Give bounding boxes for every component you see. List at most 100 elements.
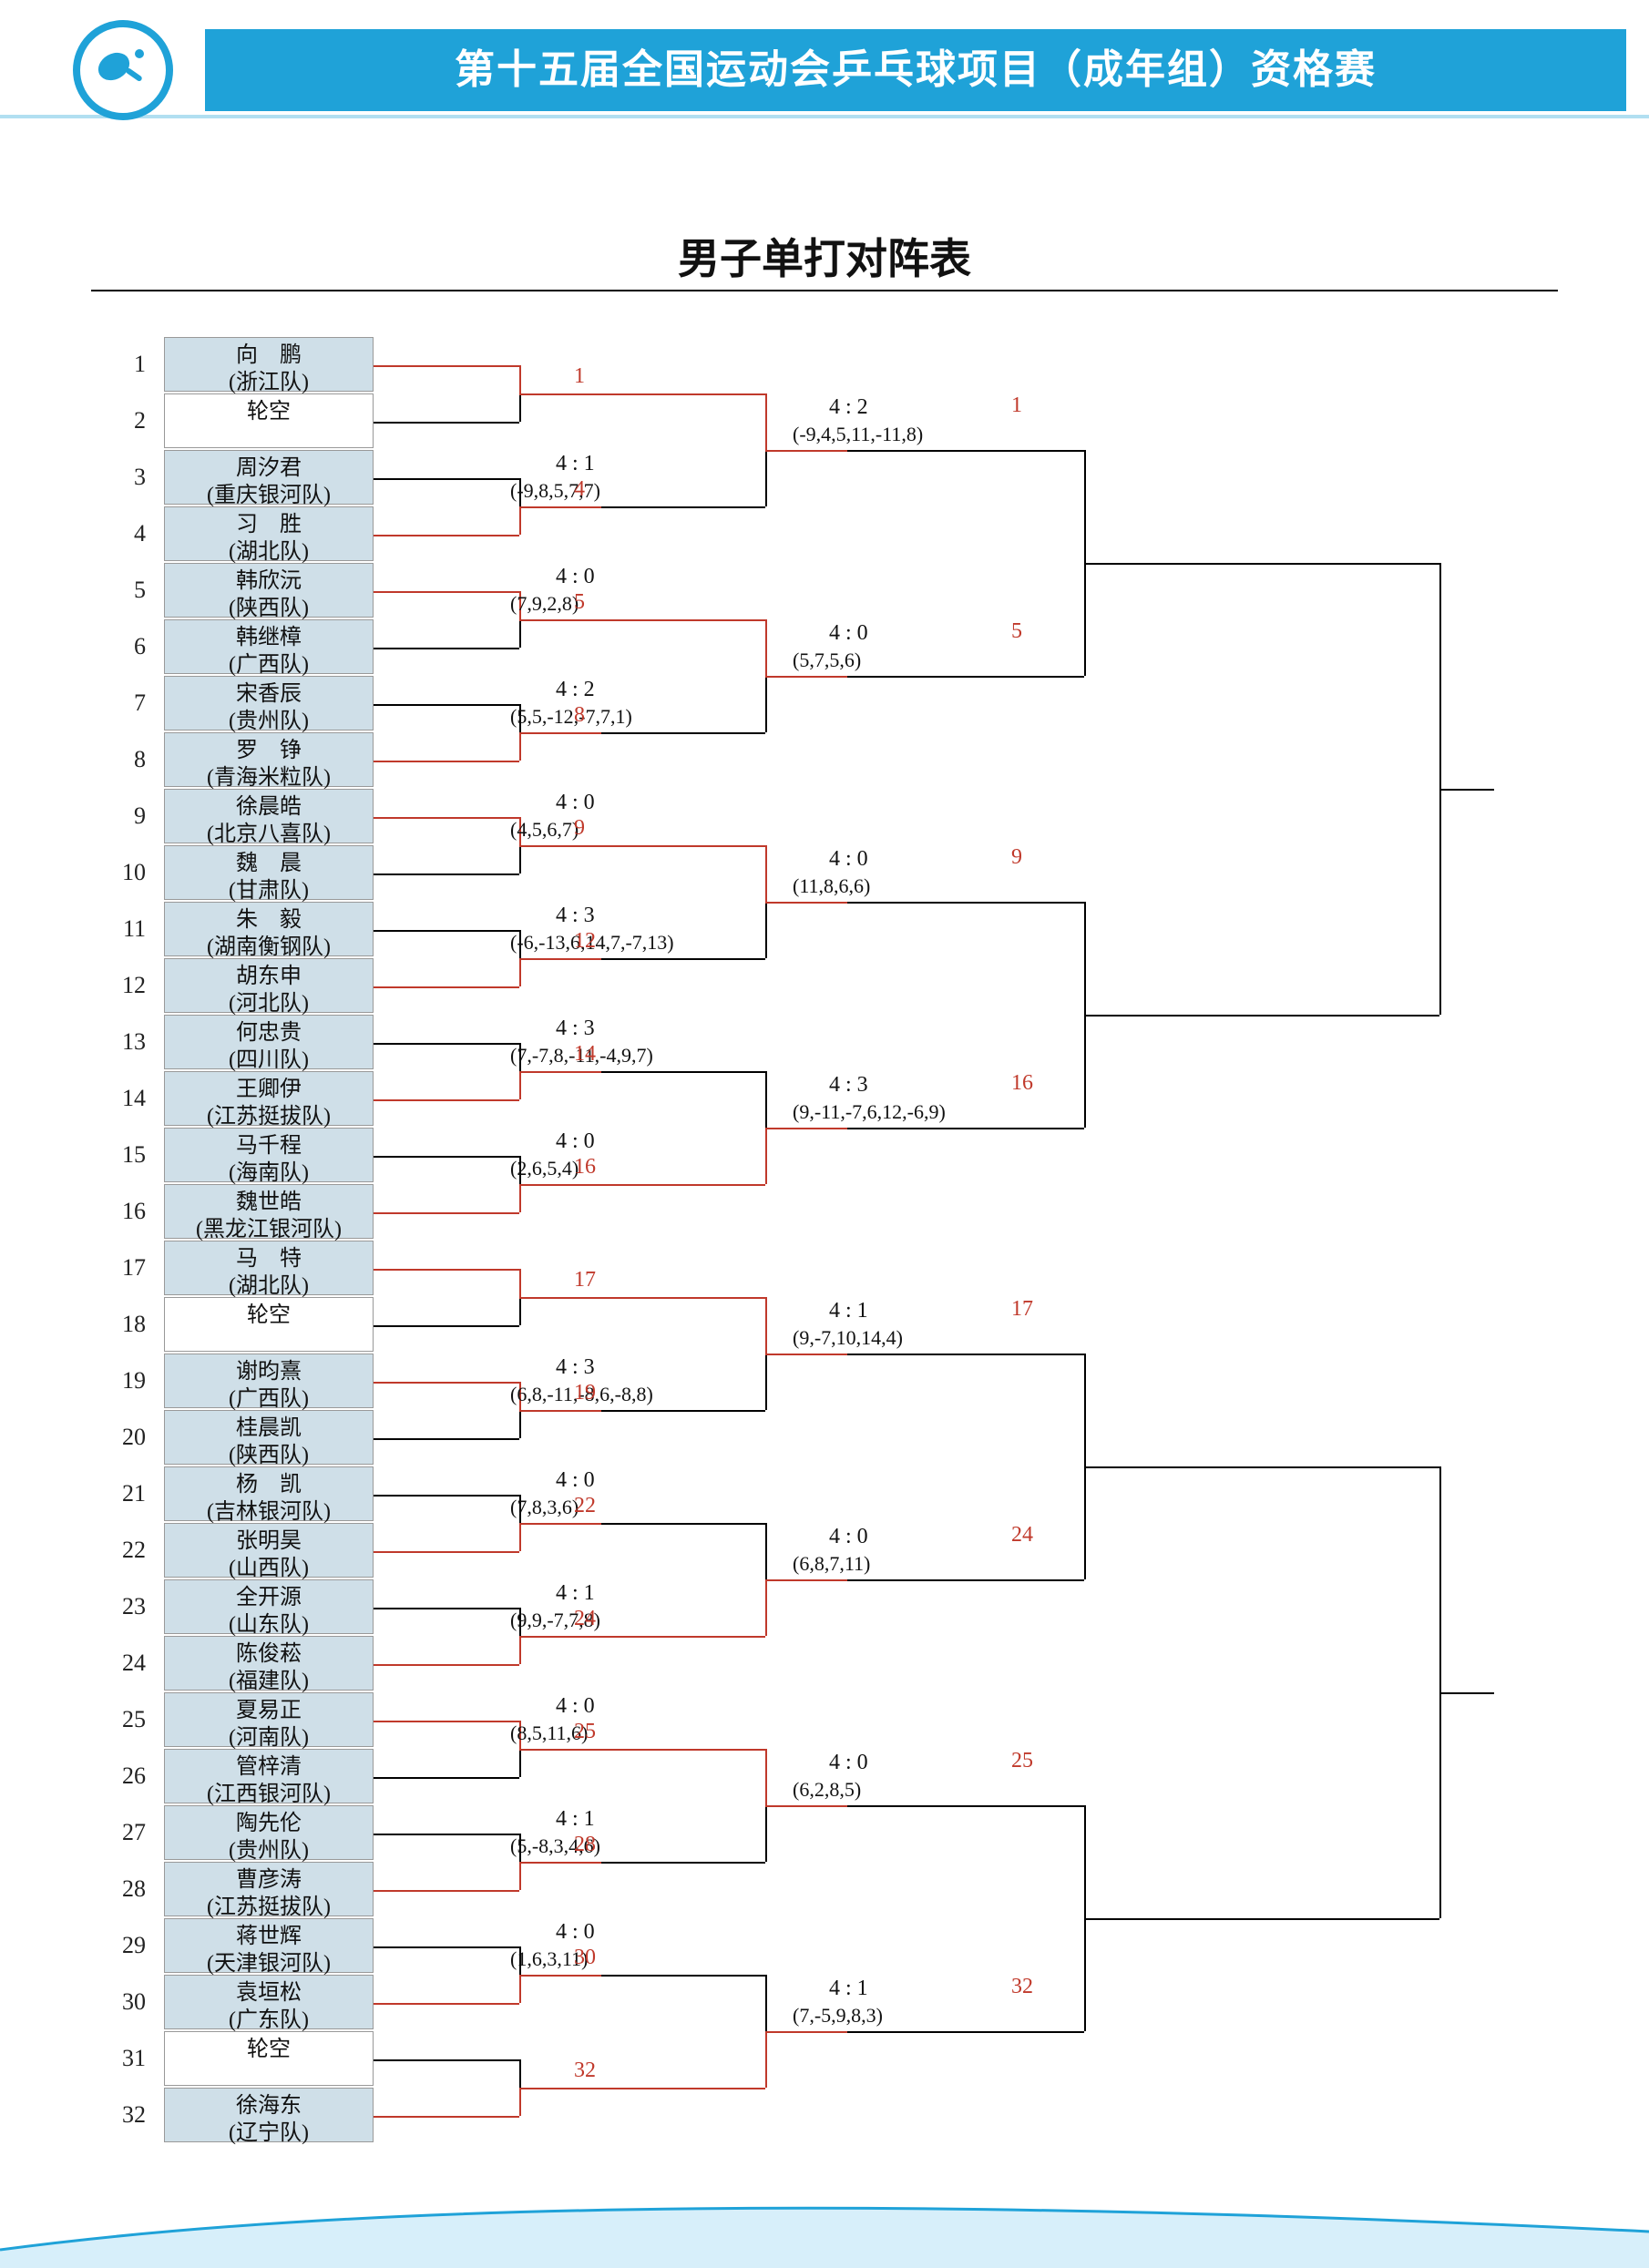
player-team: (贵州队)	[165, 1837, 373, 1864]
title-rule	[91, 290, 1558, 291]
player-name: 周汐君	[165, 455, 373, 482]
player-name: 轮空	[165, 398, 373, 425]
player-box: 轮空	[164, 393, 374, 448]
player-name: 陶先伦	[165, 1810, 373, 1837]
player-box: 王卿伊(江苏挺拔队)	[164, 1071, 374, 1126]
player-box: 韩继樟(广西队)	[164, 619, 374, 674]
player-box: 向 鹏(浙江队)	[164, 337, 374, 392]
bracket-line	[374, 1382, 519, 1384]
player-name: 胡东申	[165, 963, 373, 990]
bracket-line	[847, 1805, 1084, 1807]
player-team: (辽宁队)	[165, 2120, 373, 2147]
bracket-line	[374, 1269, 519, 1271]
bracket-line	[519, 1636, 521, 1664]
match-detail: (7,-5,9,8,3)	[793, 2004, 883, 2028]
player-team: (陕西队)	[165, 1442, 373, 1469]
player-name: 桂晨凯	[165, 1415, 373, 1442]
bracket-line	[601, 393, 765, 395]
player-team: (湖北队)	[165, 538, 373, 566]
bracket-line	[374, 1551, 519, 1553]
player-team: (四川队)	[165, 1047, 373, 1074]
match-score: 4 : 0	[829, 1751, 868, 1775]
bracket-line	[374, 648, 519, 649]
bracket-line	[601, 1975, 765, 1977]
bracket-line	[519, 1749, 521, 1777]
bracket-line	[374, 1890, 519, 1892]
player-team: (广西队)	[165, 651, 373, 679]
bracket-line	[765, 1749, 767, 1805]
bracket-line	[519, 1071, 601, 1073]
player-name: 全开源	[165, 1584, 373, 1611]
bracket-line	[519, 1184, 521, 1212]
bracket-line	[847, 902, 1084, 904]
advancer-number: 30	[574, 1946, 596, 1970]
match-score: 4 : 1	[829, 1977, 868, 2001]
bracket-line	[519, 845, 601, 847]
match-score: 4 : 2	[556, 678, 595, 702]
advancer-number: 4	[574, 477, 585, 502]
player-box: 马 特(湖北队)	[164, 1241, 374, 1295]
bracket-line	[601, 732, 765, 734]
player-box: 习 胜(湖北队)	[164, 506, 374, 561]
player-box: 陶先伦(贵州队)	[164, 1805, 374, 1860]
seed-number: 2	[109, 407, 146, 434]
bracket-line	[519, 1184, 601, 1186]
player-team: (江苏挺拔队)	[165, 1103, 373, 1130]
player-box: 轮空	[164, 1297, 374, 1352]
bracket-line	[1439, 1692, 1494, 1694]
bracket-line	[374, 1438, 519, 1440]
bracket-line	[601, 958, 765, 960]
player-name: 夏易正	[165, 1697, 373, 1724]
player-team: (福建队)	[165, 1668, 373, 1695]
match-score: 4 : 1	[829, 1299, 868, 1323]
advancer-number: 9	[1011, 845, 1022, 870]
seed-number: 4	[109, 520, 146, 547]
player-box: 朱 毅(湖南衡钢队)	[164, 902, 374, 956]
bracket-line	[519, 1523, 601, 1525]
match-score: 4 : 1	[556, 1807, 595, 1832]
bracket-line	[374, 761, 519, 762]
seed-number: 17	[109, 1254, 146, 1282]
match-score: 4 : 0	[556, 1694, 595, 1719]
bracket-line	[374, 704, 519, 706]
player-team: (湖北队)	[165, 1272, 373, 1300]
bracket-line	[374, 1156, 519, 1158]
player-box: 周汐君(重庆银河队)	[164, 450, 374, 505]
player-name: 韩欣沅	[165, 567, 373, 595]
seed-number: 20	[109, 1424, 146, 1451]
bracket-line	[1084, 1918, 1166, 1920]
player-box: 魏 晨(甘肃队)	[164, 845, 374, 900]
bracket-line	[765, 2031, 767, 2088]
player-team: (甘肃队)	[165, 877, 373, 904]
bracket-line	[519, 365, 521, 393]
bracket-line	[601, 506, 765, 508]
match-score: 4 : 3	[556, 1017, 595, 1041]
match-score: 4 : 0	[556, 1468, 595, 1493]
player-box: 全开源(山东队)	[164, 1579, 374, 1634]
bracket-line	[601, 1749, 765, 1751]
advancer-number: 17	[1011, 1297, 1033, 1322]
bracket-line	[847, 1128, 1084, 1129]
advancer-number: 16	[1011, 1071, 1033, 1096]
bracket-line	[765, 845, 767, 902]
player-name: 徐海东	[165, 2092, 373, 2120]
player-team: (河南队)	[165, 1724, 373, 1752]
seed-number: 26	[109, 1762, 146, 1790]
bracket-line	[765, 1523, 767, 1579]
advancer-number: 28	[574, 1833, 596, 1857]
bracket-line	[765, 2031, 847, 2033]
player-name: 何忠贵	[165, 1019, 373, 1047]
match-detail: (5,7,5,6)	[793, 649, 861, 672]
player-team: (北京八喜队)	[165, 821, 373, 848]
bracket-line	[765, 1297, 767, 1354]
bracket-line	[374, 1664, 519, 1666]
match-detail: (2,6,5,4)	[510, 1157, 579, 1180]
match-score: 4 : 0	[556, 1129, 595, 1154]
player-box: 韩欣沅(陕西队)	[164, 563, 374, 618]
bracket-line	[519, 1636, 601, 1638]
match-detail: (-9,4,5,11,-11,8)	[793, 423, 923, 446]
bracket-diagram: 1向 鹏(浙江队)2轮空3周汐君(重庆银河队)4习 胜(湖北队)5韩欣沅(陕西队…	[109, 337, 1567, 2159]
player-box: 袁垣松(广东队)	[164, 1975, 374, 2029]
bracket-line	[519, 393, 601, 395]
player-box: 桂晨凯(陕西队)	[164, 1410, 374, 1465]
